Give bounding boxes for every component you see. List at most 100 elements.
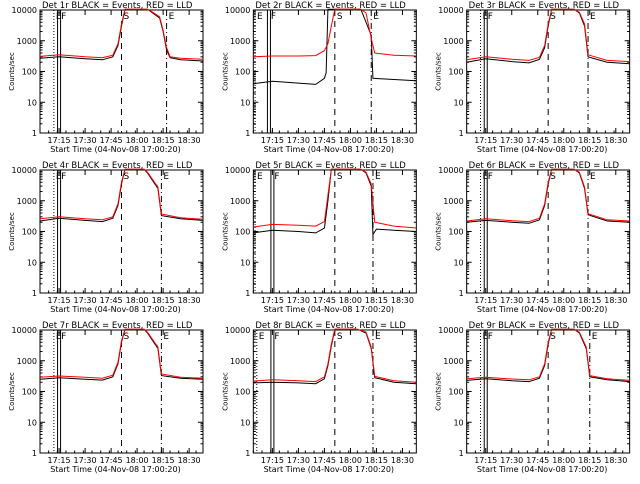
series-line-lld	[39, 328, 204, 379]
y-tick-label: 10000	[225, 6, 250, 15]
marker-label-e: E	[590, 12, 596, 22]
x-tick-label: 17:15	[261, 296, 284, 305]
x-tick-label: 17:15	[48, 136, 71, 145]
chart-title: Det 1r BLACK = Events, RED = LLD	[42, 1, 193, 11]
marker-label-s: S	[550, 172, 556, 182]
y-axis-label: Counts/sec	[8, 212, 16, 251]
y-tick-label: 100	[235, 228, 250, 237]
x-tick-label: 18:15	[152, 296, 175, 305]
y-tick-label: 10	[240, 98, 250, 107]
x-tick-label: 17:30	[500, 456, 523, 465]
marker-label-e: E	[259, 332, 265, 342]
x-tick-label: 18:15	[152, 456, 175, 465]
marker-label-e: E	[163, 332, 169, 342]
x-tick-label: 17:30	[74, 456, 97, 465]
panel-det-8: 1 10 100 1000 10000 17:15 17:30 17:45 18:00 18:15…	[221, 321, 417, 474]
y-tick-label: 1	[459, 289, 464, 298]
y-tick-label: 1000	[17, 357, 37, 366]
x-tick-label: 18:15	[152, 136, 175, 145]
panel-det-1: 1 10 100 1000 10000 17:15 17:30 17:45 18:00 18:15…	[8, 1, 204, 154]
marker-label-e: E	[375, 332, 381, 342]
y-tick-label: 1	[245, 289, 250, 298]
x-tick-label: 17:15	[474, 136, 497, 145]
x-tick-label: 17:45	[526, 136, 549, 145]
y-tick-label: 10000	[225, 326, 250, 335]
x-tick-label: 17:15	[474, 456, 497, 465]
x-tick-label: 17:45	[313, 136, 336, 145]
x-axis-label: Start Time (04-Nov-08 17:00:20)	[264, 465, 394, 474]
x-tick-label: 17:15	[48, 456, 71, 465]
x-tick-label: 18:30	[178, 456, 201, 465]
marker-label-f: F	[61, 12, 66, 22]
y-tick-label: 1000	[230, 37, 250, 46]
y-tick-label: 100	[448, 388, 463, 397]
panel-det-6: 1 10 100 1000 10000 17:15 17:30 17:45 18:00 18:15…	[435, 161, 631, 314]
x-axis-label: Start Time (04-Nov-08 17:00:20)	[264, 145, 394, 154]
marker-label-e: E	[163, 172, 169, 182]
marker-label-e: E	[373, 12, 379, 22]
x-tick-label: 17:45	[313, 296, 336, 305]
marker-label-s: S	[550, 12, 556, 22]
chart-title: Det 3r BLACK = Events, RED = LLD	[469, 1, 620, 11]
marker-label-f: F	[488, 172, 493, 182]
y-tick-label: 10000	[438, 166, 463, 175]
marker-label-e: E	[56, 12, 62, 22]
marker-label-e: E	[375, 172, 381, 182]
x-tick-label: 17:30	[287, 296, 310, 305]
y-tick-label: 10000	[225, 166, 250, 175]
marker-label-f: F	[488, 332, 493, 342]
x-tick-label: 18:30	[391, 456, 414, 465]
x-tick-label: 18:15	[578, 456, 601, 465]
marker-label-f: F	[488, 12, 493, 22]
x-tick-label: 18:00	[126, 456, 149, 465]
y-tick-label: 100	[22, 68, 37, 77]
x-axis-label: Start Time (04-Nov-08 17:00:20)	[477, 305, 607, 314]
y-tick-label: 10	[453, 98, 463, 107]
panel-det-5: 1 10 100 1000 10000 17:15 17:30 17:45 18:00 18:15…	[221, 161, 417, 314]
x-tick-label: 18:30	[604, 456, 627, 465]
panel-det-2: 1 10 100 1000 10000 17:15 17:30 17:45 18:00 18:15…	[221, 1, 417, 154]
chart-title: Det 4r BLACK = Events, RED = LLD	[42, 161, 193, 171]
panel-det-9: 1 10 100 1000 10000 17:15 17:30 17:45 18:00 18:15…	[435, 321, 631, 474]
x-tick-label: 17:15	[474, 296, 497, 305]
y-tick-label: 100	[235, 68, 250, 77]
series-line-lld	[39, 8, 204, 60]
x-tick-label: 18:00	[126, 296, 149, 305]
series-line-lld	[466, 8, 630, 63]
x-tick-label: 18:00	[552, 296, 575, 305]
marker-label-f: F	[274, 332, 279, 342]
marker-label-f: F	[271, 12, 276, 22]
x-tick-label: 18:15	[365, 296, 388, 305]
y-tick-label: 1000	[443, 357, 463, 366]
marker-label-e: E	[592, 332, 598, 342]
y-tick-label: 1000	[443, 37, 463, 46]
y-axis-label: Counts/sec	[8, 52, 16, 91]
y-tick-label: 1	[245, 449, 250, 458]
chart-title: Det 7r BLACK = Events, RED = LLD	[42, 321, 193, 331]
y-axis-label: Counts/sec	[8, 372, 16, 411]
x-axis-label: Start Time (04-Nov-08 17:00:20)	[264, 305, 394, 314]
x-tick-label: 17:30	[500, 136, 523, 145]
x-tick-label: 17:45	[100, 136, 123, 145]
x-tick-label: 18:15	[365, 136, 388, 145]
marker-label-s: S	[337, 12, 343, 22]
y-axis-label: Counts/sec	[221, 52, 229, 91]
marker-label-e: E	[590, 172, 596, 182]
marker-label-f: F	[61, 332, 66, 342]
marker-label-e: E	[257, 172, 263, 182]
marker-label-s: S	[550, 332, 556, 342]
y-tick-label: 100	[235, 388, 250, 397]
y-tick-label: 1	[32, 129, 37, 138]
series-line-events	[253, 8, 417, 85]
x-tick-label: 18:00	[552, 456, 575, 465]
x-tick-label: 18:30	[178, 296, 201, 305]
x-tick-label: 18:15	[365, 456, 388, 465]
y-tick-label: 1000	[17, 37, 37, 46]
chart-title: Det 9r BLACK = Events, RED = LLD	[469, 321, 620, 331]
x-tick-label: 17:30	[74, 136, 97, 145]
chart-title: Det 2r BLACK = Events, RED = LLD	[255, 1, 406, 11]
y-tick-label: 10	[27, 98, 37, 107]
x-tick-label: 18:30	[178, 136, 201, 145]
x-tick-label: 17:45	[313, 456, 336, 465]
